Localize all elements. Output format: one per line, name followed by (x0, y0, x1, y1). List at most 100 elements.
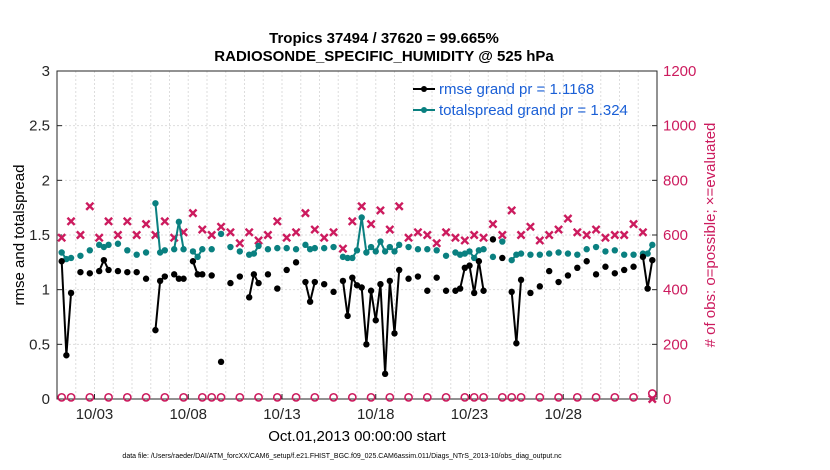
rmse-point (208, 272, 215, 279)
rmse-point (58, 258, 65, 265)
rmse-point (194, 271, 201, 278)
rmse-segment (393, 269, 401, 334)
rmse-segment (477, 261, 485, 291)
totalspread-point (58, 249, 65, 256)
obs-evaluated-stroke (263, 230, 273, 240)
totalspread-point (194, 253, 201, 261)
totalspread-point (602, 248, 609, 255)
obs-evaluated-stroke (591, 225, 601, 234)
obs-evaluated-marker (497, 230, 507, 240)
obs-evaluated-marker (160, 216, 170, 226)
totalspread-point (555, 249, 562, 256)
totalspread-point (527, 251, 534, 258)
totalspread-point (180, 246, 187, 253)
rmse-point (630, 263, 637, 270)
totalspread-point (583, 246, 590, 253)
totalspread-point (433, 247, 440, 254)
rmse-point (433, 274, 440, 281)
x-tick-label: 10/28 (544, 406, 582, 423)
obs-evaluated-marker (432, 238, 442, 248)
totalspread-point (255, 242, 262, 250)
rmse-point (602, 263, 609, 270)
obs-evaluated-stroke (272, 216, 282, 226)
totalspread-point (114, 240, 122, 247)
rmse-segment (60, 261, 68, 356)
obs-possible-marker (554, 392, 563, 402)
rmse-point (517, 276, 525, 284)
rmse-segment (154, 280, 162, 331)
chart-subtitle: RADIOSONDE_SPECIFIC_HUMIDITY @ 525 hPa (214, 48, 554, 65)
rmse-point (330, 288, 337, 296)
obs-evaluated-marker (563, 214, 573, 224)
obs-possible-marker (254, 392, 263, 402)
obs-possible-marker (469, 392, 479, 402)
rmse-point (456, 285, 464, 292)
rmse-point (320, 281, 328, 288)
obs-possible-marker (85, 392, 95, 402)
rmse-point (367, 287, 375, 294)
obs-evaluated-marker (225, 227, 235, 237)
rmse-point (372, 317, 379, 324)
rmse-point (189, 258, 197, 265)
rmse-point (644, 285, 651, 292)
obs-evaluated-marker (610, 230, 620, 240)
totalspread-point (611, 247, 619, 254)
rmse-point (564, 272, 572, 279)
obs-evaluated-stroke (638, 227, 648, 237)
obs-evaluated-marker (141, 219, 151, 229)
totalspread-point (367, 243, 375, 251)
rmse-point (63, 352, 70, 359)
totalspread-point (391, 248, 398, 255)
totalspread-point (405, 243, 412, 251)
rmse-point (499, 254, 506, 262)
totalspread-point (630, 251, 637, 258)
rmse-point (156, 277, 164, 285)
legend-rmse-marker (421, 86, 427, 92)
obs-evaluated-stroke (450, 233, 460, 243)
obs-evaluated-marker (479, 233, 489, 243)
obs-evaluated-marker (272, 216, 282, 226)
obs-evaluated-marker (104, 216, 114, 226)
obs-evaluated-stroke (160, 216, 170, 226)
obs-evaluated-marker (629, 219, 639, 229)
obs-possible-marker (591, 392, 601, 402)
y2-axis-ticks: 0 200 400 600 800 1000 1200 (652, 63, 696, 408)
obs-evaluated-marker (329, 227, 339, 237)
obs-evaluated-marker (619, 230, 629, 240)
rmse-point (274, 285, 281, 292)
obs-possible-marker (629, 392, 638, 402)
obs-possible-marker (197, 392, 207, 402)
rmse-segment (304, 281, 312, 302)
obs-evaluated-marker (216, 222, 226, 232)
y2-tick-label: 0 (663, 391, 671, 408)
obs-possible-marker (507, 392, 517, 402)
obs-evaluated-stroke (507, 205, 517, 215)
rmse-segment (341, 280, 349, 317)
x-tick-label: 10/23 (451, 406, 489, 423)
x-tick-label: 10/18 (357, 406, 395, 423)
obs-possible-marker (141, 392, 151, 402)
obs-evaluated-stroke (394, 201, 404, 211)
rmse-point (555, 278, 562, 286)
rmse-point (424, 287, 431, 294)
x-tick-label: 10/13 (263, 406, 301, 423)
rmse-point (405, 275, 412, 282)
obs-evaluated-marker (572, 227, 582, 237)
rmse-segment (468, 265, 476, 294)
rmse-point (264, 271, 272, 278)
rmse-point (311, 278, 319, 286)
obs-evaluated-stroke (291, 227, 301, 237)
y2-tick-label: 600 (663, 227, 688, 244)
obs-evaluated-marker (57, 233, 67, 243)
totalspread-point (227, 243, 234, 251)
rmse-point (124, 268, 131, 276)
rmse-segment (360, 287, 368, 345)
rmse-segment (65, 292, 73, 356)
obs-possible-marker (347, 392, 357, 402)
obs-possible-marker (57, 392, 67, 402)
rmse-point (583, 258, 590, 265)
legend-rmse-label: rmse grand pr = 1.1168 (439, 81, 594, 98)
rmse-point (470, 289, 478, 297)
obs-evaluated-stroke (544, 230, 554, 240)
rmse-point (620, 266, 628, 274)
